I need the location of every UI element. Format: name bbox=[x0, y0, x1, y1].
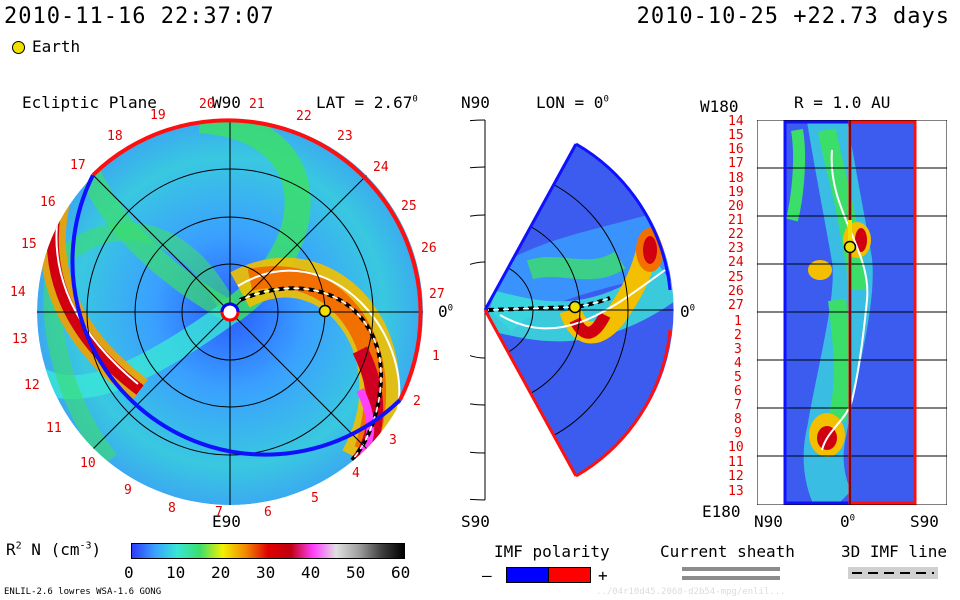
radial-y-label: 4 bbox=[734, 356, 742, 371]
carr-label: 24 bbox=[373, 160, 389, 175]
imf-plus-label: + bbox=[598, 566, 608, 585]
colorbar-tick: 40 bbox=[301, 563, 321, 582]
meridional-plot bbox=[470, 119, 674, 501]
carr-label: 14 bbox=[10, 285, 26, 300]
ecliptic-top-label: W90 bbox=[212, 93, 241, 112]
radial-y-label: 14 bbox=[728, 114, 744, 129]
carr-label: 13 bbox=[12, 332, 28, 347]
ecliptic-lat-label: LAT = 2.670 bbox=[316, 93, 418, 112]
carr-label: 7 bbox=[215, 505, 223, 520]
carr-label: 15 bbox=[21, 237, 37, 252]
carr-label: 21 bbox=[249, 97, 265, 112]
carr-label: 20 bbox=[199, 97, 215, 112]
carr-label: 9 bbox=[124, 483, 132, 498]
carr-label: 16 bbox=[40, 195, 56, 210]
radial-y-label: 13 bbox=[728, 484, 744, 499]
carr-label: 19 bbox=[150, 108, 166, 123]
radial-y-label: 24 bbox=[728, 255, 744, 270]
radial-y-label: 10 bbox=[728, 440, 744, 455]
current-sheath-line bbox=[682, 576, 780, 580]
radial-y-label: 22 bbox=[728, 227, 744, 242]
colorbar-tick: 30 bbox=[256, 563, 276, 582]
colorbar-tick: 0 bbox=[124, 563, 134, 582]
radial-y-label: 19 bbox=[728, 185, 744, 200]
current-sheath-line bbox=[682, 567, 780, 571]
carr-label: 12 bbox=[24, 378, 40, 393]
carr-label: 10 bbox=[80, 456, 96, 471]
radial-y-label: 11 bbox=[728, 455, 744, 470]
carr-label: 25 bbox=[401, 199, 417, 214]
radial-y-label: 8 bbox=[734, 412, 742, 427]
radial-y-label: 9 bbox=[734, 426, 742, 441]
radial-y-label: 6 bbox=[734, 384, 742, 399]
imf-negative-swatch bbox=[506, 567, 549, 583]
radial-y-label: 27 bbox=[728, 298, 744, 313]
colorbar-tick: 60 bbox=[391, 563, 411, 582]
radial-y-label: 17 bbox=[728, 156, 744, 171]
carr-label: 3 bbox=[389, 433, 397, 448]
ecliptic-bottom-label: E90 bbox=[212, 512, 241, 531]
carr-label: 8 bbox=[168, 501, 176, 516]
radial-x-label-n90: N90 bbox=[754, 512, 783, 531]
radial-y-label: 2 bbox=[734, 328, 742, 343]
meridional-top-label: N90 bbox=[461, 93, 490, 112]
carr-label: 4 bbox=[352, 466, 360, 481]
imf-polarity-title: IMF polarity bbox=[494, 542, 610, 561]
carr-label: 6 bbox=[264, 505, 272, 520]
model-info: ENLIL-2.6 lowres WSA-1.6 GONG bbox=[4, 587, 162, 597]
watermark: ../04r10d45.2068-d2b54-mpg/enlil... bbox=[596, 587, 786, 597]
colorbar-tick: 10 bbox=[166, 563, 186, 582]
radial-y-label: 7 bbox=[734, 398, 742, 413]
carr-label: 22 bbox=[296, 109, 312, 124]
colorbar-label: R2 N (cm-3) bbox=[6, 540, 102, 559]
radial-y-label: 5 bbox=[734, 370, 742, 385]
radial-y-label: 26 bbox=[728, 284, 744, 299]
radial-plot bbox=[757, 120, 947, 505]
radial-y-label: 16 bbox=[728, 142, 744, 157]
meridional-bottom-label: S90 bbox=[461, 512, 490, 531]
ecliptic-title: Ecliptic Plane bbox=[22, 93, 157, 112]
radial-y-label: 25 bbox=[728, 270, 744, 285]
radial-y-label: 20 bbox=[728, 199, 744, 214]
carr-label: 5 bbox=[311, 491, 319, 506]
radial-top-left-label: W180 bbox=[700, 97, 739, 116]
radial-y-label: 21 bbox=[728, 213, 744, 228]
radial-y-label: 23 bbox=[728, 241, 744, 256]
carr-label: 26 bbox=[421, 241, 437, 256]
carr-label: 23 bbox=[337, 129, 353, 144]
carr-label: 2 bbox=[413, 394, 421, 409]
colorbar-tick: 20 bbox=[211, 563, 231, 582]
earth-legend-icon bbox=[12, 41, 25, 54]
colorbar bbox=[131, 543, 405, 559]
radial-y-label: 12 bbox=[728, 469, 744, 484]
carr-label: 11 bbox=[46, 421, 62, 436]
radial-x-label-0: 00 bbox=[840, 512, 856, 531]
carr-label: 17 bbox=[70, 158, 86, 173]
radial-y-label: 3 bbox=[734, 342, 742, 357]
model-time-label: 2010-10-25 +22.73 days bbox=[636, 4, 950, 29]
carr-label: 27 bbox=[429, 287, 445, 302]
datetime-label: 2010-11-16 22:37:07 bbox=[4, 4, 275, 29]
radial-y-label: 15 bbox=[728, 128, 744, 143]
imf-positive-swatch bbox=[548, 567, 591, 583]
imf-minus-label: – bbox=[482, 566, 492, 585]
carr-label: 1 bbox=[432, 349, 440, 364]
meridional-lon-label: LON = 00 bbox=[536, 93, 609, 112]
radial-y-label: 1 bbox=[734, 314, 742, 329]
ecliptic-plane-plot bbox=[37, 118, 423, 505]
ecliptic-right-label: 00 bbox=[438, 302, 454, 321]
3d-imf-line-title: 3D IMF line bbox=[841, 542, 947, 561]
current-sheath-title: Current sheath bbox=[660, 542, 795, 561]
meridional-right-label: 00 bbox=[680, 302, 696, 321]
radial-x-label-s90: S90 bbox=[910, 512, 939, 531]
radial-r-label: R = 1.0 AU bbox=[794, 93, 891, 112]
earth-legend-label: Earth bbox=[32, 37, 81, 56]
radial-bottom-left-label: E180 bbox=[702, 502, 741, 521]
carr-label: 18 bbox=[107, 129, 123, 144]
colorbar-tick: 50 bbox=[346, 563, 366, 582]
3d-imf-dash bbox=[852, 572, 934, 574]
radial-y-label: 18 bbox=[728, 171, 744, 186]
